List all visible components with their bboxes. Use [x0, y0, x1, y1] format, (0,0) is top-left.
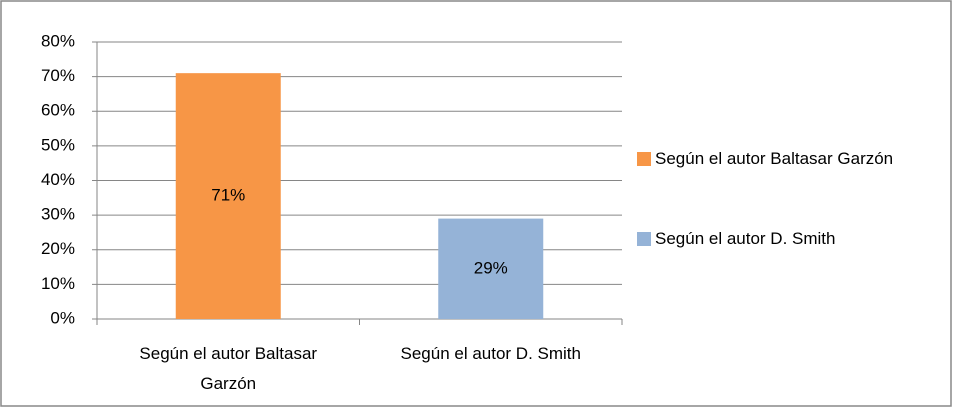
- x-tick-label: Según el autor Baltasar Garzón: [139, 344, 318, 393]
- x-tick-label: Según el autor D. Smith: [400, 344, 581, 363]
- data-label: 71%: [211, 186, 245, 205]
- y-tick-label: 50%: [41, 135, 75, 154]
- y-tick-label: 70%: [41, 66, 75, 85]
- y-tick-label: 40%: [41, 170, 75, 189]
- y-tick-label: 0%: [50, 308, 75, 327]
- y-tick-label: 60%: [41, 101, 75, 120]
- legend-label: Según el autor Baltasar Garzón: [655, 149, 894, 168]
- legend-label: Según el autor D. Smith: [655, 229, 836, 248]
- bar: [175, 73, 281, 319]
- data-label: 29%: [474, 258, 508, 277]
- legend-swatch: [637, 232, 651, 246]
- y-tick-label: 80%: [41, 31, 75, 50]
- legend-swatch: [637, 152, 651, 166]
- bar: [438, 218, 544, 319]
- y-tick-label: 20%: [41, 239, 75, 258]
- y-tick-label: 10%: [41, 274, 75, 293]
- y-tick-label: 30%: [41, 205, 75, 224]
